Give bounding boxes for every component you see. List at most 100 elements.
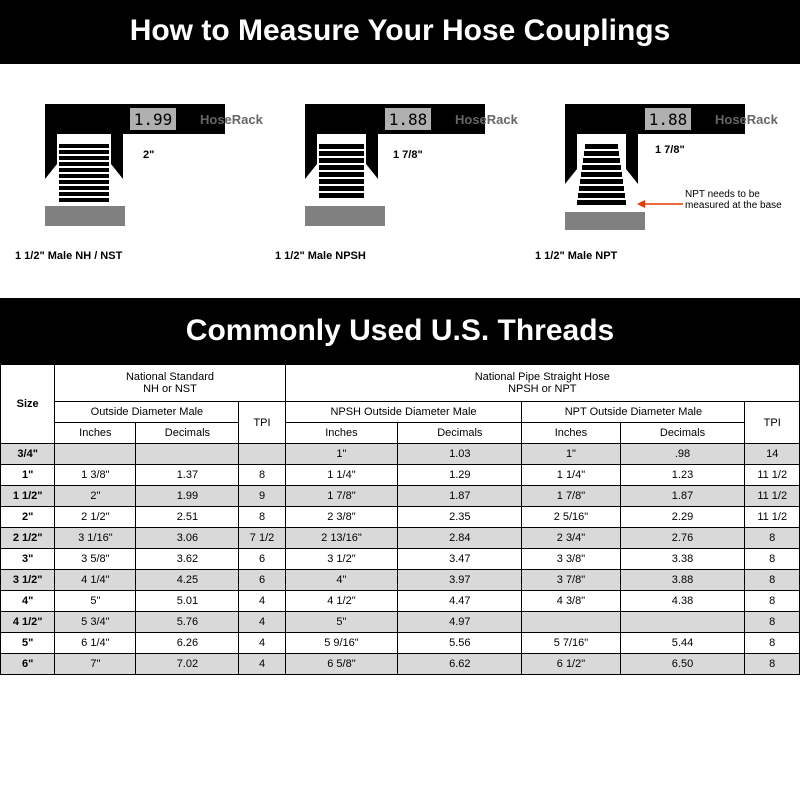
cell: 5" <box>285 612 398 633</box>
svg-text:HoseRack: HoseRack <box>455 112 519 127</box>
table-body: 3/4"1"1.031".98141"1 3/8"1.3781 1/4"1.29… <box>1 444 800 675</box>
cell: 2.84 <box>398 528 522 549</box>
cell: 3 1/16" <box>55 528 136 549</box>
svg-text:HoseRack: HoseRack <box>200 112 264 127</box>
cell: 2 3/4" <box>522 528 620 549</box>
cell: 2 5/16" <box>522 507 620 528</box>
cell: 6.62 <box>398 654 522 675</box>
col-decimals: Decimals <box>398 423 522 444</box>
cell: 1 7/8" <box>285 486 398 507</box>
cell: 4 1/4" <box>55 570 136 591</box>
cell: 7" <box>55 654 136 675</box>
diagram-caption: 1 1/2" Male NPSH <box>275 250 525 262</box>
cell: 7.02 <box>136 654 239 675</box>
table-row: 3"3 5/8"3.6263 1/2"3.473 3/8"3.388 <box>1 549 800 570</box>
cell: 4.47 <box>398 591 522 612</box>
page-title: How to Measure Your Hose Couplings <box>0 0 800 64</box>
cell: 4 <box>239 591 285 612</box>
col-tpi: TPI <box>239 402 285 444</box>
cell: 3.62 <box>136 549 239 570</box>
diagram-npsh: 1.88 HoseRack 1 7/8" 1 1/2" Male NPSH <box>275 94 525 262</box>
threads-table: Size National Standard NH or NST Nationa… <box>0 364 800 675</box>
cell: 3.06 <box>136 528 239 549</box>
cell: 8 <box>745 570 800 591</box>
cell: 8 <box>745 591 800 612</box>
cell: 8 <box>745 612 800 633</box>
table-row: 1"1 3/8"1.3781 1/4"1.291 1/4"1.2311 1/2 <box>1 465 800 486</box>
cell: 1 3/8" <box>55 465 136 486</box>
cell: 1 1/4" <box>285 465 398 486</box>
cell: 2.51 <box>136 507 239 528</box>
diagram-caption: 1 1/2" Male NPT <box>535 250 785 262</box>
cell: 3.38 <box>620 549 745 570</box>
cell: 5 3/4" <box>55 612 136 633</box>
cell: 2 3/8" <box>285 507 398 528</box>
cell: 4 <box>239 633 285 654</box>
cell: 5 7/16" <box>522 633 620 654</box>
cell <box>522 612 620 633</box>
cell: 8 <box>239 507 285 528</box>
cell: 1" <box>285 444 398 465</box>
cell: 5 9/16" <box>285 633 398 654</box>
cell: 4 <box>239 612 285 633</box>
table-row: 5"6 1/4"6.2645 9/16"5.565 7/16"5.448 <box>1 633 800 654</box>
cell: 1" <box>522 444 620 465</box>
cell: 8 <box>239 465 285 486</box>
cell: 4.97 <box>398 612 522 633</box>
cell: 6 1/4" <box>55 633 136 654</box>
npt-note: NPT needs to be measured at the base <box>685 189 785 211</box>
cell: 1.87 <box>620 486 745 507</box>
diagram-row: 1.99 HoseRack 2" 1 1/2" Male NH / NST <box>0 64 800 278</box>
col-tpi2: TPI <box>745 402 800 444</box>
table-row: 2 1/2"3 1/16"3.067 1/22 13/16"2.842 3/4"… <box>1 528 800 549</box>
col-decimals: Decimals <box>136 423 239 444</box>
table-row: 6"7"7.0246 5/8"6.626 1/2"6.508 <box>1 654 800 675</box>
cell: 6 1/2" <box>522 654 620 675</box>
cell: 4 <box>239 654 285 675</box>
cell: .98 <box>620 444 745 465</box>
cell: 3 7/8" <box>522 570 620 591</box>
cell: 4" <box>1 591 55 612</box>
cell: 5" <box>55 591 136 612</box>
col-npsh-group: National Pipe Straight Hose NPSH or NPT <box>285 365 799 402</box>
diagram-nh-nst: 1.99 HoseRack 2" 1 1/2" Male NH / NST <box>15 94 265 262</box>
cell: 5" <box>1 633 55 654</box>
cell: 3" <box>1 549 55 570</box>
svg-text:1.88: 1.88 <box>649 110 688 129</box>
cell: 1.87 <box>398 486 522 507</box>
cell: 4" <box>285 570 398 591</box>
col-npt-odm: NPT Outside Diameter Male <box>522 402 745 423</box>
cell: 5.56 <box>398 633 522 654</box>
cell: 6 <box>239 570 285 591</box>
cell: 6.50 <box>620 654 745 675</box>
cell: 4 1/2" <box>1 612 55 633</box>
cell: 6 <box>239 549 285 570</box>
cell: 1.37 <box>136 465 239 486</box>
svg-text:HoseRack: HoseRack <box>715 112 779 127</box>
cell: 1 7/8" <box>522 486 620 507</box>
cell: 1.23 <box>620 465 745 486</box>
cell: 1" <box>1 465 55 486</box>
cell: 1.03 <box>398 444 522 465</box>
table-row: 3 1/2"4 1/4"4.2564"3.973 7/8"3.888 <box>1 570 800 591</box>
cell: 8 <box>745 528 800 549</box>
section-title: Commonly Used U.S. Threads <box>0 298 800 364</box>
table-row: 2"2 1/2"2.5182 3/8"2.352 5/16"2.2911 1/2 <box>1 507 800 528</box>
col-nst-group: National Standard NH or NST <box>55 365 285 402</box>
cell: 3.97 <box>398 570 522 591</box>
table-row: 4 1/2"5 3/4"5.7645"4.978 <box>1 612 800 633</box>
cell: 3/4" <box>1 444 55 465</box>
cell: 4 3/8" <box>522 591 620 612</box>
diagram-npt: 1.88 HoseRack 1 7/8" NPT needs t <box>535 94 785 262</box>
cell: 5.01 <box>136 591 239 612</box>
col-inches: Inches <box>285 423 398 444</box>
col-decimals: Decimals <box>620 423 745 444</box>
dimension-label: 1 7/8" <box>393 149 423 161</box>
svg-text:1.88: 1.88 <box>389 110 428 129</box>
caliper-svg: 1.88 HoseRack <box>275 94 525 244</box>
cell: 7 1/2 <box>239 528 285 549</box>
cell <box>620 612 745 633</box>
table-row: 4"5"5.0144 1/2"4.474 3/8"4.388 <box>1 591 800 612</box>
cell: 1.29 <box>398 465 522 486</box>
cell: 11 1/2 <box>745 507 800 528</box>
